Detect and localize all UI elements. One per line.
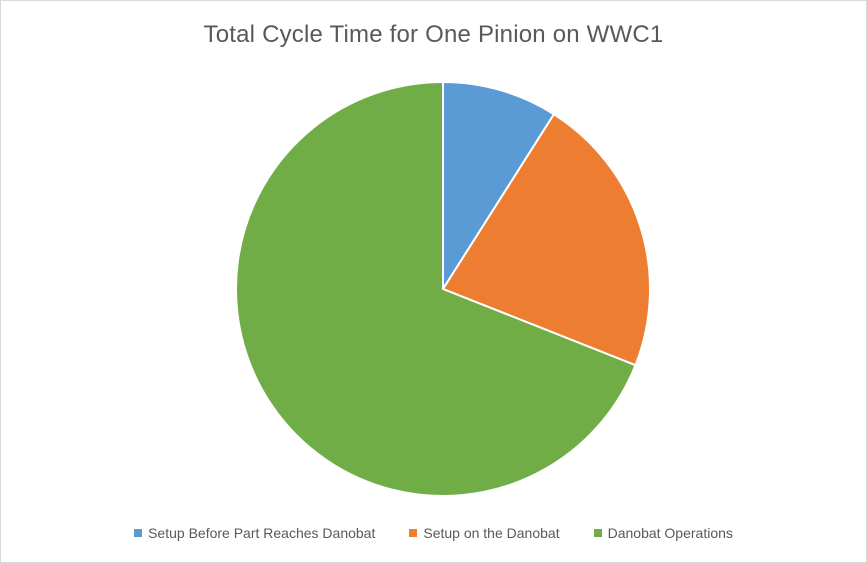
chart-legend: Setup Before Part Reaches Danobat Setup …: [1, 525, 866, 541]
legend-label: Danobat Operations: [607, 525, 733, 541]
chart-title: Total Cycle Time for One Pinion on WWC1: [203, 21, 664, 48]
slice-setup-before: [442, 80, 556, 293]
legend-label: Setup Before Part Reaches Danobat: [148, 525, 376, 541]
pie-chart: [235, 80, 651, 497]
legend-item-setup-before: Setup Before Part Reaches Danobat: [134, 525, 375, 541]
legend-swatch: [409, 529, 418, 537]
legend-label: Setup on the Danobat: [423, 525, 560, 541]
slice-setup-on: [441, 112, 651, 367]
slice-danobat-ops: [235, 80, 637, 497]
pie-slices: [235, 80, 651, 497]
legend-swatch: [134, 529, 143, 537]
legend-item-setup-on: Setup on the Danobat: [409, 525, 560, 541]
legend-item-danobat-ops: Danobat Operations: [593, 525, 733, 541]
legend-swatch: [593, 529, 602, 537]
